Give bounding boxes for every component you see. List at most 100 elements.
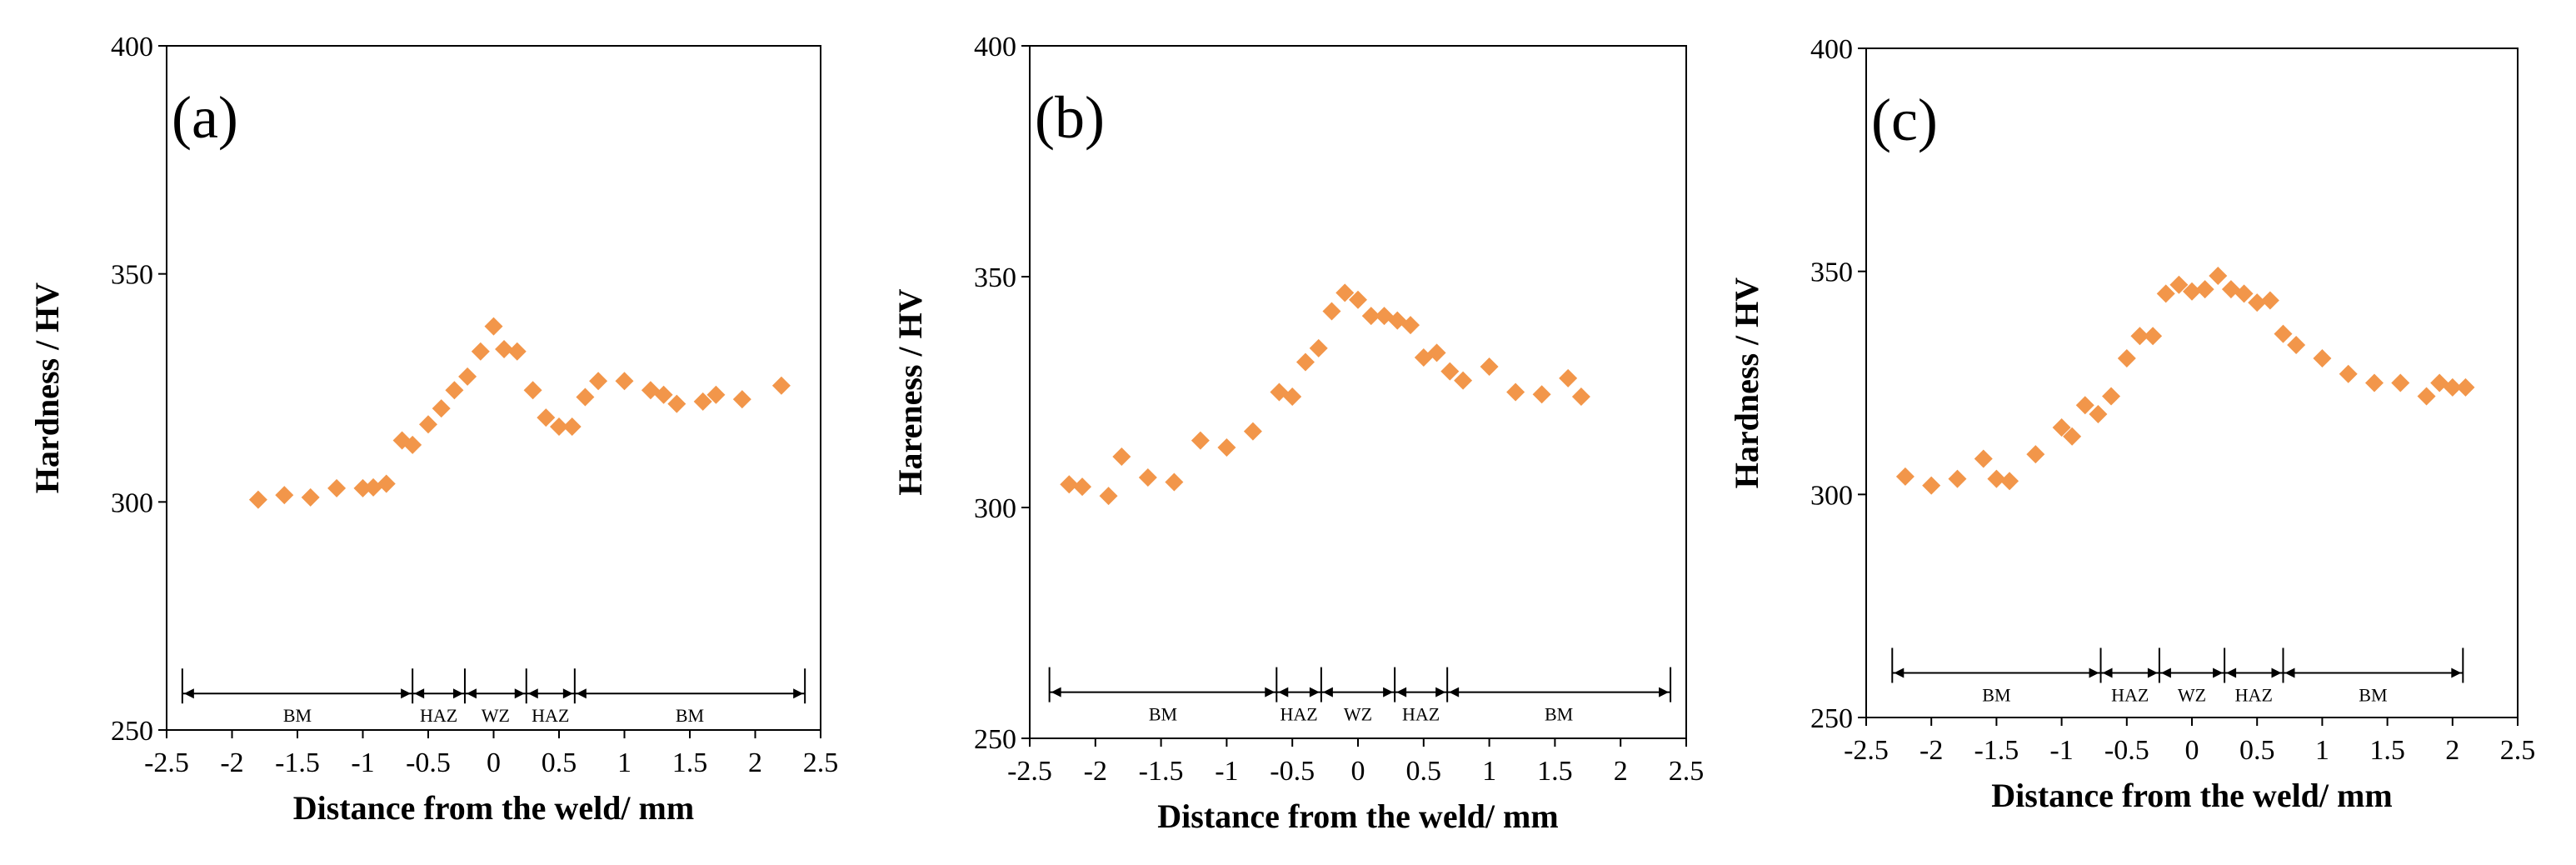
data-point bbox=[1322, 302, 1341, 321]
x-tick-label: 1 bbox=[1482, 756, 1496, 787]
data-point bbox=[1571, 388, 1590, 407]
data-point bbox=[275, 486, 294, 505]
zone-label: HAZ bbox=[1402, 704, 1440, 725]
x-tick-label: 0.5 bbox=[542, 748, 577, 778]
x-tick-label: -1.5 bbox=[275, 748, 320, 778]
x-tick-label: 2 bbox=[2445, 735, 2459, 766]
x-tick-label: -2 bbox=[220, 748, 243, 778]
x-tick-label: 1 bbox=[2315, 735, 2329, 766]
x-tick-label: 1.5 bbox=[1537, 756, 1573, 787]
data-point bbox=[1987, 469, 2006, 488]
data-point bbox=[2391, 373, 2410, 392]
data-point bbox=[301, 488, 320, 507]
y-tick-label: 350 bbox=[111, 260, 153, 291]
zone-label: HAZ bbox=[2235, 684, 2273, 705]
zone-arrow-head bbox=[1396, 687, 1407, 698]
zone-arrow-head bbox=[183, 688, 194, 699]
x-tick-label: -1 bbox=[1215, 756, 1238, 787]
data-point bbox=[537, 408, 556, 428]
y-tick-label: 300 bbox=[974, 493, 1016, 524]
data-point bbox=[1532, 385, 1551, 404]
x-tick-label: -0.5 bbox=[406, 748, 451, 778]
zone-label: HAZ bbox=[1280, 704, 1317, 725]
data-point bbox=[2443, 378, 2462, 397]
data-point bbox=[1243, 422, 1262, 441]
zone-label: HAZ bbox=[420, 705, 457, 726]
zone-arrow-head bbox=[2089, 668, 2099, 678]
zone-arrow-head bbox=[1435, 687, 1446, 698]
x-tick-label: -2 bbox=[1920, 735, 1943, 766]
chart-panel-c: (c) 250 300 350 400 -2.5 -2 -1.5 -1 -0.5 0 0.5 1 1.5 2… bbox=[1728, 34, 2535, 814]
data-point bbox=[2026, 445, 2045, 464]
zone-label: WZ bbox=[482, 705, 510, 726]
data-point bbox=[1309, 338, 1328, 358]
zone-label: BM bbox=[283, 705, 312, 726]
y-tick-label: 300 bbox=[111, 488, 153, 518]
data-point bbox=[1440, 362, 1460, 381]
data-point bbox=[562, 418, 582, 437]
data-point bbox=[1295, 352, 1315, 372]
zone-arrow-head bbox=[2160, 668, 2171, 678]
data-point bbox=[419, 415, 437, 434]
zone-arrow-head bbox=[452, 688, 463, 699]
data-point bbox=[2313, 349, 2332, 368]
data-point bbox=[327, 478, 347, 498]
zone-arrow-head bbox=[1659, 687, 1670, 698]
data-point bbox=[2339, 364, 2358, 383]
zone-arrow-head bbox=[576, 688, 587, 699]
zone-arrow-head bbox=[1449, 687, 1460, 698]
data-point bbox=[1138, 468, 1157, 487]
data-point bbox=[1480, 358, 1499, 377]
data-point bbox=[2364, 373, 2384, 392]
zone-arrow-head bbox=[2271, 668, 2282, 678]
data-point bbox=[1335, 283, 1355, 302]
chart-panel-b: (b) 250 300 350 400 -2.5 -2 -1.5 -1 -0.5 0 0.5 1 1.5 2… bbox=[891, 32, 1704, 835]
x-tick-label: -0.5 bbox=[1270, 756, 1315, 787]
zone-label: WZ bbox=[1344, 704, 1372, 725]
plot-frame bbox=[166, 45, 821, 731]
y-tick-label: 250 bbox=[1810, 703, 1853, 734]
zone-arrow-head bbox=[414, 688, 425, 699]
data-point bbox=[2156, 284, 2175, 303]
data-point bbox=[589, 372, 608, 391]
zone-label: BM bbox=[676, 705, 704, 726]
zone-arrow-head bbox=[466, 688, 477, 699]
data-point bbox=[1112, 448, 1131, 467]
zone-label: HAZ bbox=[532, 705, 569, 726]
data-point bbox=[2287, 335, 2306, 354]
data-point bbox=[706, 385, 726, 404]
data-point bbox=[2417, 387, 2436, 406]
x-tick-label: 0.5 bbox=[2239, 735, 2275, 766]
x-tick-label: -1.5 bbox=[1139, 756, 1184, 787]
data-point bbox=[2117, 349, 2136, 368]
zone-arrow-head bbox=[2226, 668, 2237, 678]
data-point bbox=[550, 418, 568, 437]
x-tick-label: -2.5 bbox=[144, 748, 189, 778]
x-tick-label: 2.5 bbox=[2500, 735, 2536, 766]
x-tick-label: -2.5 bbox=[1844, 735, 1889, 766]
x-tick-label: 0.5 bbox=[1406, 756, 1442, 787]
data-point bbox=[523, 381, 542, 400]
zone-arrow-head bbox=[401, 688, 412, 699]
y-tick-label: 250 bbox=[111, 716, 153, 747]
data-point bbox=[1427, 343, 1446, 362]
data-point bbox=[2000, 472, 2019, 491]
x-tick-label: -2.5 bbox=[1007, 756, 1052, 787]
x-tick-label: 1 bbox=[617, 748, 632, 778]
x-tick-label: 1.5 bbox=[672, 748, 708, 778]
x-tick-label: 1.5 bbox=[2369, 735, 2405, 766]
zone-arrow-head bbox=[1322, 687, 1333, 698]
data-point bbox=[377, 474, 396, 493]
data-point bbox=[458, 367, 477, 386]
data-point bbox=[2195, 280, 2214, 299]
data-point bbox=[1349, 290, 1367, 309]
data-point bbox=[364, 478, 383, 497]
zone-arrow-head bbox=[527, 688, 538, 699]
data-point bbox=[1506, 382, 1525, 402]
zone-label: BM bbox=[1149, 704, 1177, 725]
data-point bbox=[495, 339, 514, 358]
data-point bbox=[2248, 293, 2267, 312]
data-point bbox=[1559, 368, 1578, 388]
data-point bbox=[2260, 291, 2279, 310]
